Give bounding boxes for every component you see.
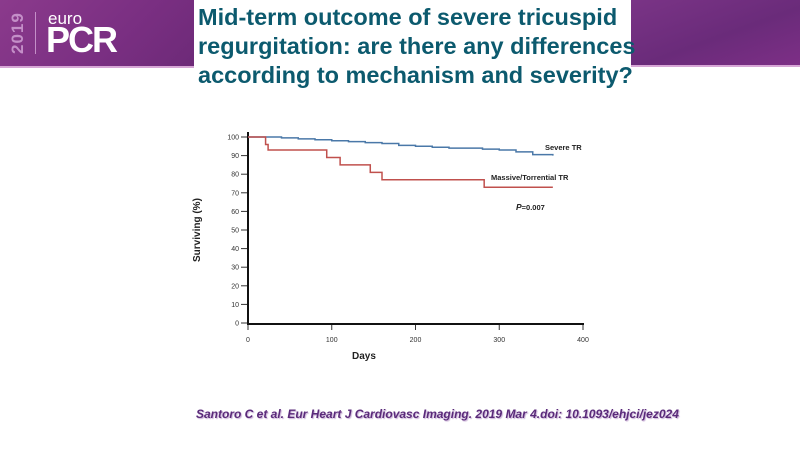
logo-prefix: euro bbox=[48, 9, 83, 28]
y-axis-title: Surviving (%) bbox=[192, 198, 203, 262]
banner-underline-left bbox=[0, 66, 194, 68]
y-tick-label: 60 bbox=[231, 209, 239, 216]
y-tick-label: 100 bbox=[227, 135, 239, 142]
legend-massive-tr: Massive/Torrential TR bbox=[491, 173, 569, 182]
y-tick-label: 70 bbox=[231, 190, 239, 197]
massive-tr-curve bbox=[248, 136, 553, 188]
y-tick-label: 50 bbox=[231, 228, 239, 235]
x-tick-label: 300 bbox=[493, 337, 505, 344]
logo-name: PCR bbox=[46, 19, 118, 60]
y-tick-label: 0 bbox=[235, 321, 239, 328]
severe-tr-curve bbox=[248, 136, 554, 156]
y-tick-label: 90 bbox=[231, 153, 239, 160]
x-tick-label: 0 bbox=[246, 337, 250, 344]
slide-title: Mid-term outcome of severe tricuspid reg… bbox=[198, 4, 636, 88]
y-tick-label: 10 bbox=[231, 302, 239, 309]
y-tick-label: 40 bbox=[231, 246, 239, 253]
x-axis-ticks: 0 100 200 300 400 bbox=[246, 325, 589, 344]
y-tick-label: 20 bbox=[231, 283, 239, 290]
x-tick-label: 100 bbox=[326, 337, 338, 344]
legend-severe-tr: Severe TR bbox=[545, 143, 582, 152]
banner-underline-right bbox=[631, 65, 800, 67]
x-tick-label: 200 bbox=[410, 337, 422, 344]
logo-divider bbox=[35, 12, 36, 54]
x-axis-title: Days bbox=[352, 351, 376, 362]
p-value-annotation: P=0.007 bbox=[516, 202, 545, 212]
x-tick-label: 400 bbox=[577, 337, 589, 344]
header-banner-right bbox=[631, 0, 800, 65]
series-layer bbox=[248, 136, 554, 188]
y-tick-label: 80 bbox=[231, 172, 239, 179]
y-axis-ticks: 0 10 20 30 40 50 60 70 80 90 100 bbox=[227, 135, 247, 328]
y-tick-label: 30 bbox=[231, 265, 239, 272]
p-value-prefix: P bbox=[516, 202, 522, 212]
p-value-text: =0.007 bbox=[522, 203, 545, 212]
citation: Santoro C et al. Eur Heart J Cardiovasc … bbox=[196, 407, 679, 421]
header-banner-left: 2019 euro PCR bbox=[0, 0, 194, 66]
